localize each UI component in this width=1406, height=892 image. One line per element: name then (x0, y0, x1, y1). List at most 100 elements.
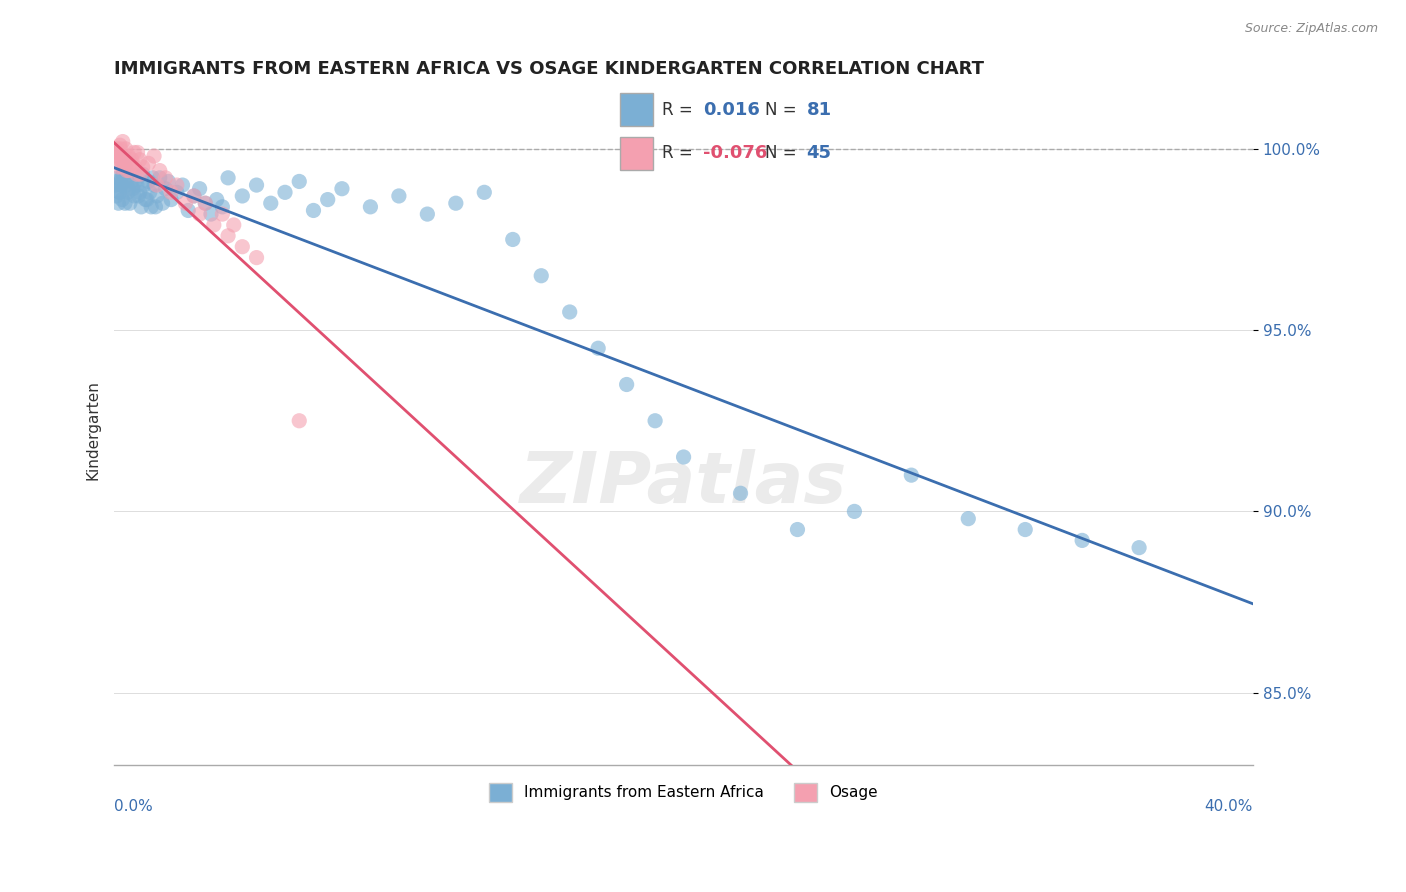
Text: 40.0%: 40.0% (1205, 798, 1253, 814)
Point (900, 468, 922, 483)
Point (112, 167, 135, 181)
Point (260, 196, 283, 211)
Text: ZIPatlas: ZIPatlas (520, 449, 848, 518)
Point (288, 414, 311, 428)
Point (117, 149, 139, 163)
Point (188, 182, 211, 196)
Point (1014, 523, 1036, 537)
Point (155, 170, 177, 185)
Point (110, 153, 132, 167)
Point (121, 182, 143, 196)
Point (174, 196, 197, 211)
Point (111, 135, 134, 149)
Text: 0.016: 0.016 (703, 101, 761, 119)
Point (120, 156, 142, 170)
Point (217, 228, 239, 243)
Point (231, 189, 253, 203)
Point (142, 170, 165, 185)
Point (112, 149, 135, 163)
Point (143, 149, 166, 163)
Text: R =: R = (662, 145, 697, 162)
Point (444, 196, 467, 211)
Point (245, 178, 267, 192)
Point (104, 149, 127, 163)
Point (222, 218, 245, 232)
Point (125, 167, 148, 181)
Point (107, 160, 129, 174)
Point (138, 174, 160, 188)
Point (122, 145, 145, 160)
Text: 0.0%: 0.0% (114, 798, 153, 814)
Point (112, 160, 135, 174)
Legend: Immigrants from Eastern Africa, Osage: Immigrants from Eastern Africa, Osage (482, 777, 884, 808)
Point (136, 193, 159, 207)
Text: R =: R = (662, 101, 697, 119)
Point (110, 174, 132, 188)
Point (786, 523, 808, 537)
Point (111, 160, 134, 174)
Point (149, 170, 172, 185)
Point (155, 182, 177, 196)
Point (129, 200, 152, 214)
Point (108, 138, 131, 153)
Point (149, 163, 172, 178)
Point (672, 450, 695, 464)
Point (194, 196, 217, 211)
Point (131, 160, 153, 174)
Point (152, 196, 174, 211)
Point (118, 196, 141, 211)
Point (1128, 541, 1150, 555)
Point (122, 189, 145, 203)
Point (302, 203, 325, 218)
Point (586, 341, 609, 355)
Point (245, 251, 267, 265)
Point (530, 268, 553, 283)
Point (107, 196, 129, 211)
Y-axis label: Kindergarten: Kindergarten (86, 380, 100, 480)
Point (111, 193, 134, 207)
Point (134, 193, 156, 207)
Text: 45: 45 (807, 145, 831, 162)
Point (111, 167, 134, 181)
Point (730, 486, 752, 500)
Point (110, 142, 132, 156)
Point (166, 186, 188, 200)
Point (183, 189, 205, 203)
Text: IMMIGRANTS FROM EASTERN AFRICA VS OSAGE KINDERGARTEN CORRELATION CHART: IMMIGRANTS FROM EASTERN AFRICA VS OSAGE … (114, 60, 984, 78)
Point (844, 504, 866, 518)
Point (616, 377, 638, 392)
Point (211, 207, 233, 221)
Point (108, 186, 131, 200)
Point (105, 189, 128, 203)
Point (202, 218, 225, 232)
Point (388, 189, 411, 203)
Point (217, 170, 239, 185)
Point (124, 174, 146, 188)
Point (127, 145, 149, 160)
Point (166, 178, 188, 192)
Point (139, 186, 162, 200)
Point (146, 189, 169, 203)
Text: N =: N = (765, 145, 801, 162)
Point (110, 178, 132, 192)
Point (124, 160, 146, 174)
Point (359, 200, 381, 214)
Point (105, 174, 128, 188)
Point (117, 186, 139, 200)
Point (132, 178, 155, 192)
Point (105, 145, 128, 160)
Point (115, 163, 138, 178)
Point (125, 178, 148, 192)
Text: Source: ZipAtlas.com: Source: ZipAtlas.com (1244, 22, 1378, 36)
Point (120, 174, 142, 188)
Point (115, 170, 138, 185)
FancyBboxPatch shape (620, 136, 652, 170)
Point (183, 189, 205, 203)
Point (231, 240, 253, 254)
Point (104, 178, 127, 192)
Point (157, 174, 180, 188)
Point (138, 156, 160, 170)
Text: N =: N = (765, 101, 801, 119)
Point (160, 186, 183, 200)
Point (141, 200, 163, 214)
